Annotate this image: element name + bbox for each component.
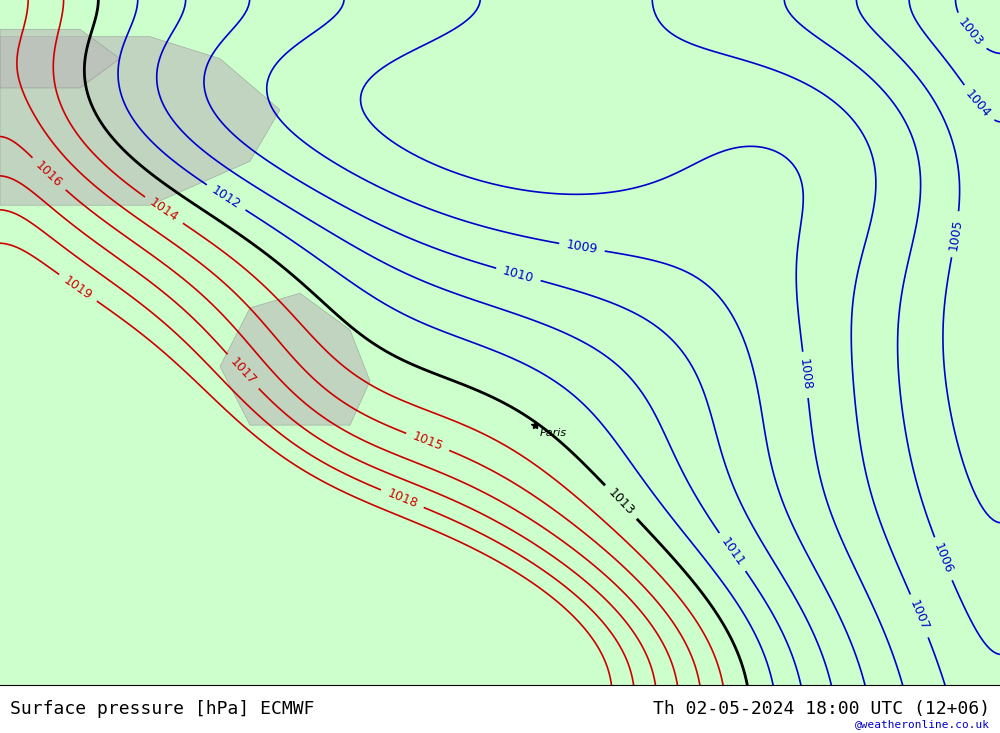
Text: 1013: 1013 — [605, 486, 637, 518]
Text: 1016: 1016 — [33, 158, 65, 190]
Polygon shape — [220, 293, 370, 425]
Polygon shape — [0, 29, 120, 88]
Text: Th 02-05-2024 18:00 UTC (12+06): Th 02-05-2024 18:00 UTC (12+06) — [653, 700, 990, 718]
Text: 1007: 1007 — [907, 599, 932, 633]
Text: 1004: 1004 — [963, 87, 993, 120]
Text: 1019: 1019 — [61, 273, 95, 302]
Text: 1014: 1014 — [147, 196, 181, 224]
Text: 1011: 1011 — [718, 535, 747, 569]
Text: 1009: 1009 — [565, 238, 599, 257]
Text: 1017: 1017 — [227, 356, 258, 388]
Text: 1006: 1006 — [931, 542, 955, 576]
Polygon shape — [0, 37, 280, 205]
Text: 1012: 1012 — [209, 183, 243, 212]
Text: 1010: 1010 — [501, 264, 535, 285]
Bar — [0, 685, 1000, 733]
Text: 1005: 1005 — [947, 218, 964, 251]
Text: Surface pressure [hPa] ECMWF: Surface pressure [hPa] ECMWF — [10, 700, 314, 718]
Text: @weatheronline.co.uk: @weatheronline.co.uk — [855, 719, 990, 729]
Text: Paris: Paris — [540, 428, 567, 438]
Text: 1018: 1018 — [385, 487, 419, 511]
Text: 1008: 1008 — [797, 358, 814, 391]
Text: 1015: 1015 — [411, 430, 445, 454]
Text: 1003: 1003 — [955, 16, 985, 49]
